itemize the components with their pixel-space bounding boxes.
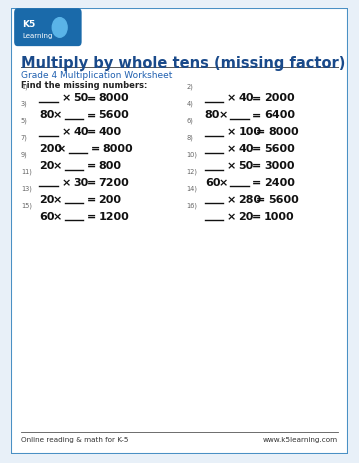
Text: 40: 40 xyxy=(239,93,254,103)
Text: 7): 7) xyxy=(21,134,28,141)
Text: 11): 11) xyxy=(21,168,32,175)
Text: =: = xyxy=(252,178,261,188)
Text: =: = xyxy=(252,212,261,221)
Text: ×: × xyxy=(218,110,228,120)
Text: =: = xyxy=(252,161,261,171)
Text: 2000: 2000 xyxy=(264,93,294,103)
Text: 8000: 8000 xyxy=(98,93,129,103)
Text: =: = xyxy=(256,194,265,205)
Text: 13): 13) xyxy=(21,185,32,192)
Text: =: = xyxy=(87,110,96,120)
Text: =: = xyxy=(87,194,96,205)
Text: 8): 8) xyxy=(186,134,193,141)
Text: ×: × xyxy=(61,93,71,103)
Text: 10): 10) xyxy=(186,151,197,158)
Text: 50: 50 xyxy=(239,161,254,171)
Text: 12): 12) xyxy=(186,168,197,175)
Text: 60: 60 xyxy=(39,212,55,221)
Text: 50: 50 xyxy=(73,93,88,103)
Text: 8000: 8000 xyxy=(268,127,299,137)
Text: 7200: 7200 xyxy=(98,178,129,188)
Text: 2400: 2400 xyxy=(264,178,295,188)
Text: ×: × xyxy=(57,144,66,154)
Text: 6400: 6400 xyxy=(264,110,295,120)
Text: =: = xyxy=(252,93,261,103)
Text: =: = xyxy=(87,161,96,171)
Text: ×: × xyxy=(53,161,62,171)
Text: Learning: Learning xyxy=(23,33,53,39)
Text: 15): 15) xyxy=(21,202,32,208)
Text: 14): 14) xyxy=(186,185,197,192)
FancyBboxPatch shape xyxy=(11,9,348,454)
Text: ×: × xyxy=(218,178,228,188)
Text: 1200: 1200 xyxy=(98,212,129,221)
Text: 30: 30 xyxy=(73,178,88,188)
Text: www.k5learning.com: www.k5learning.com xyxy=(263,436,338,442)
Text: 280: 280 xyxy=(239,194,262,205)
Text: 200: 200 xyxy=(39,144,62,154)
Text: 5600: 5600 xyxy=(268,194,299,205)
Text: 5): 5) xyxy=(21,118,28,124)
Text: 2): 2) xyxy=(186,84,193,90)
Text: 9): 9) xyxy=(21,151,28,158)
Text: ×: × xyxy=(61,178,71,188)
Text: 60: 60 xyxy=(205,178,220,188)
Text: 3): 3) xyxy=(21,100,28,107)
Text: 1): 1) xyxy=(21,84,28,90)
Text: 4): 4) xyxy=(186,100,193,107)
Text: Multiply by whole tens (missing factor): Multiply by whole tens (missing factor) xyxy=(21,56,345,71)
FancyBboxPatch shape xyxy=(14,9,81,47)
Text: 100: 100 xyxy=(239,127,262,137)
Text: 8000: 8000 xyxy=(103,144,133,154)
Text: ×: × xyxy=(53,110,62,120)
Text: ×: × xyxy=(227,144,236,154)
Text: ×: × xyxy=(53,212,62,221)
Text: ×: × xyxy=(227,212,236,221)
Text: =: = xyxy=(256,127,265,137)
Circle shape xyxy=(52,19,67,38)
Text: =: = xyxy=(87,93,96,103)
Text: =: = xyxy=(91,144,100,154)
Text: ×: × xyxy=(227,194,236,205)
Text: ×: × xyxy=(53,194,62,205)
Text: 5600: 5600 xyxy=(98,110,129,120)
Text: 6): 6) xyxy=(186,118,193,124)
Text: 40: 40 xyxy=(239,144,254,154)
Text: 400: 400 xyxy=(98,127,122,137)
Text: 1000: 1000 xyxy=(264,212,294,221)
Text: 40: 40 xyxy=(73,127,89,137)
Text: Find the missing numbers:: Find the missing numbers: xyxy=(21,81,147,89)
Text: ×: × xyxy=(227,161,236,171)
Text: ×: × xyxy=(227,127,236,137)
Text: =: = xyxy=(252,110,261,120)
Text: Online reading & math for K-5: Online reading & math for K-5 xyxy=(21,436,129,442)
Text: 3000: 3000 xyxy=(264,161,294,171)
Text: 20: 20 xyxy=(239,212,254,221)
Text: 80: 80 xyxy=(39,110,55,120)
Text: =: = xyxy=(87,178,96,188)
Text: 20: 20 xyxy=(39,161,55,171)
Text: =: = xyxy=(87,127,96,137)
Text: 16): 16) xyxy=(186,202,197,208)
Text: 5600: 5600 xyxy=(264,144,295,154)
Text: Grade 4 Multiplication Worksheet: Grade 4 Multiplication Worksheet xyxy=(21,70,172,80)
Text: ×: × xyxy=(61,127,71,137)
Text: 20: 20 xyxy=(39,194,55,205)
Text: K5: K5 xyxy=(23,20,36,29)
Text: =: = xyxy=(87,212,96,221)
Text: 200: 200 xyxy=(98,194,121,205)
Text: ×: × xyxy=(227,93,236,103)
Text: 80: 80 xyxy=(205,110,220,120)
Text: =: = xyxy=(252,144,261,154)
Text: 800: 800 xyxy=(98,161,121,171)
